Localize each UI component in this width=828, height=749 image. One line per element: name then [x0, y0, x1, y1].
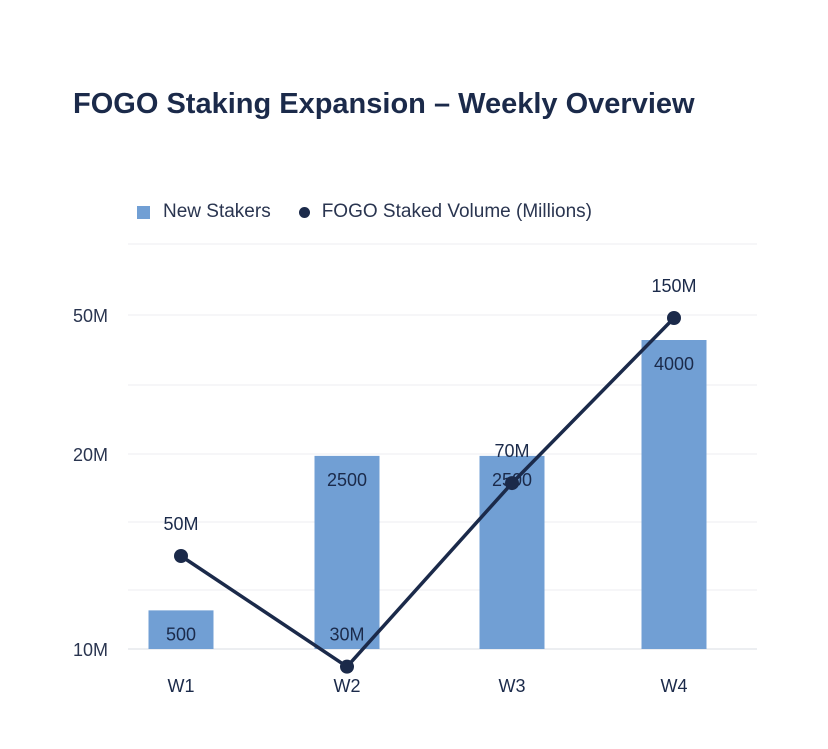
bar	[641, 340, 707, 649]
bar	[314, 455, 380, 649]
legend-label-staked-volume: FOGO Staked Volume (Millions)	[321, 201, 593, 222]
line-data-label: 70M	[494, 441, 529, 461]
x-tick-label: W1	[168, 676, 195, 696]
line-point	[174, 549, 188, 563]
legend-dot-swatch	[298, 206, 310, 218]
bar-data-label: 2500	[327, 470, 367, 490]
y-tick-label: 50M	[73, 306, 108, 326]
x-tick-label: W2	[334, 676, 361, 696]
line-series	[180, 316, 676, 669]
line-point	[667, 311, 681, 325]
bar-data-label: 4000	[654, 354, 694, 374]
legend: New Stakers FOGO Staked Volume (Millions…	[137, 201, 620, 223]
line-data-label: 150M	[651, 276, 696, 296]
bar	[148, 610, 214, 649]
line-point	[505, 476, 519, 491]
legend-label-new-stakers: New Stakers	[163, 201, 271, 222]
legend-item-staked-volume: FOGO Staked Volume (Millions)	[298, 201, 593, 223]
chart-title: FOGO Staking Expansion – Weekly Overview	[73, 88, 695, 120]
y-tick-label: 20M	[73, 445, 108, 465]
legend-bar-swatch	[137, 205, 150, 219]
legend-item-new-stakers: New Stakers	[137, 201, 271, 223]
line-data-label: 50M	[163, 514, 198, 534]
y-tick-label: 10M	[73, 640, 108, 660]
x-tick-label: W3	[499, 676, 526, 696]
bar-data-label: 500	[166, 624, 196, 644]
x-tick-label: W4	[661, 676, 688, 696]
line-data-label: 30M	[329, 625, 364, 645]
line-point	[340, 659, 354, 674]
